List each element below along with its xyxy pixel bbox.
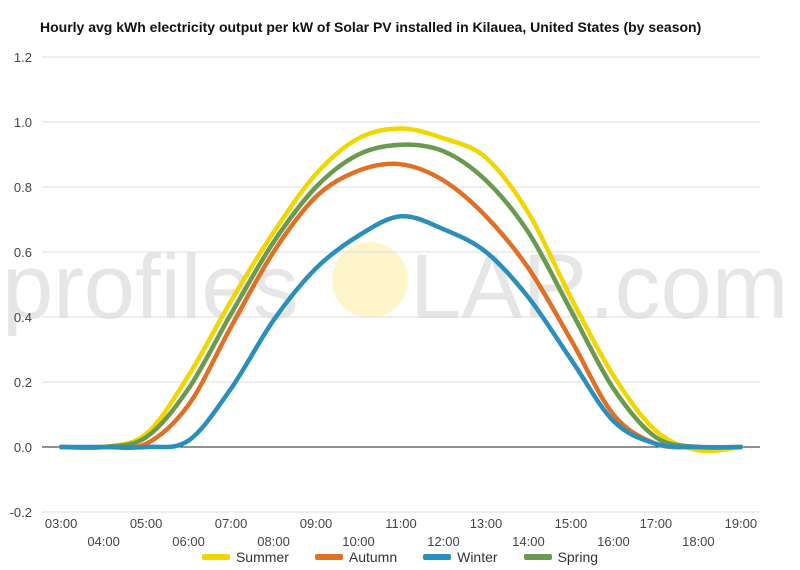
x-tick-label: 03:00 — [45, 516, 78, 531]
legend-label: Summer — [235, 549, 289, 565]
x-tick-label: 13:00 — [470, 516, 503, 531]
y-tick-label: 0.2 — [14, 375, 32, 390]
series-line-summer[interactable] — [58, 126, 744, 454]
legend-item-autumn[interactable]: Autumn — [314, 549, 398, 565]
series-line-autumn[interactable] — [58, 161, 744, 451]
watermark-text-right: LAR.com — [410, 236, 788, 336]
series-line-spring[interactable] — [58, 142, 744, 450]
watermark: profiles LAR.com — [2, 236, 788, 336]
x-tick-label: 06:00 — [172, 534, 205, 549]
y-tick-label: 0.4 — [14, 310, 32, 325]
legend-item-spring[interactable]: Spring — [523, 549, 599, 565]
y-tick-label: 0.6 — [14, 245, 32, 260]
x-tick-label: 04:00 — [87, 534, 120, 549]
y-tick-label: 0.8 — [14, 180, 32, 195]
legend-item-winter[interactable]: Winter — [423, 549, 498, 565]
series-line-winter[interactable] — [58, 214, 744, 450]
y-tick-label: -0.2 — [10, 505, 32, 520]
x-tick-label: 07:00 — [215, 516, 248, 531]
legend-swatch — [423, 554, 452, 560]
watermark-sun-icon — [332, 242, 408, 318]
x-tick-label: 19:00 — [725, 516, 758, 531]
x-tick-label: 14:00 — [512, 534, 545, 549]
x-tick-label: 05:00 — [130, 516, 163, 531]
y-tick-label: 1.2 — [14, 50, 32, 65]
legend-swatch — [314, 554, 343, 560]
y-tick-label: 0.0 — [14, 440, 32, 455]
x-tick-label: 08:00 — [257, 534, 290, 549]
legend-item-summer[interactable]: Summer — [201, 549, 289, 565]
x-tick-label: 15:00 — [555, 516, 588, 531]
legend-swatch — [201, 554, 230, 560]
y-tick-label: 1.0 — [14, 115, 32, 130]
legend-swatch — [523, 554, 552, 560]
x-tick-label: 11:00 — [385, 516, 417, 531]
x-tick-label: 17:00 — [640, 516, 673, 531]
chart-title: Hourly avg kWh electricity output per kW… — [40, 19, 702, 35]
x-tick-label: 10:00 — [342, 534, 375, 549]
legend-label: Spring — [557, 549, 599, 565]
x-tick-label: 09:00 — [300, 516, 333, 531]
x-tick-label: 12:00 — [427, 534, 460, 549]
legend: Summer Autumn Winter Spring — [0, 549, 800, 565]
legend-label: Winter — [457, 549, 498, 565]
x-tick-label: 18:00 — [682, 534, 715, 549]
legend-label: Autumn — [348, 549, 398, 565]
x-tick-label: 16:00 — [597, 534, 630, 549]
